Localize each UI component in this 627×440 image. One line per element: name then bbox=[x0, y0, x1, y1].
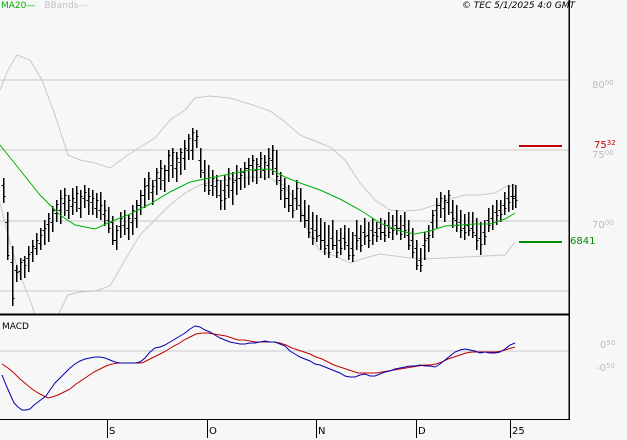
price-axis-label-8000: 8000 bbox=[592, 79, 614, 91]
x-axis-label-dec: D bbox=[418, 426, 426, 437]
bbands-upper-line bbox=[0, 54, 516, 212]
legend-bbands: BBands— bbox=[44, 1, 88, 11]
x-axis-label-2025: 25 bbox=[512, 426, 525, 437]
macd-axis-label-neg: -050 bbox=[596, 362, 615, 374]
resistance-level-label: 7532 bbox=[594, 139, 616, 151]
price-axis-label-7500: 7500 bbox=[592, 149, 614, 161]
macd-panel-title: MACD bbox=[2, 322, 29, 332]
chart-legend: MA20— BBands— bbox=[1, 0, 87, 12]
ma20-line bbox=[0, 144, 516, 235]
macd-signal-line bbox=[1, 332, 516, 399]
copyright-timestamp: © TEC 5/1/2025 4:0 GMT bbox=[461, 1, 575, 11]
price-axis-label-7000: 7000 bbox=[592, 219, 614, 231]
x-axis-label-sep: S bbox=[109, 426, 116, 437]
chart-frame bbox=[0, 0, 570, 421]
macd-line bbox=[1, 325, 516, 411]
macd-axis-label-pos: 050 bbox=[600, 339, 616, 351]
x-axis-label-nov: N bbox=[318, 426, 326, 437]
legend-ma20: MA20— bbox=[1, 1, 36, 11]
x-axis-ticks bbox=[107, 420, 511, 438]
x-axis-label-oct: O bbox=[209, 426, 217, 437]
price-ohlc-bars bbox=[1, 128, 518, 306]
support-level-label: 6841 bbox=[570, 236, 596, 247]
